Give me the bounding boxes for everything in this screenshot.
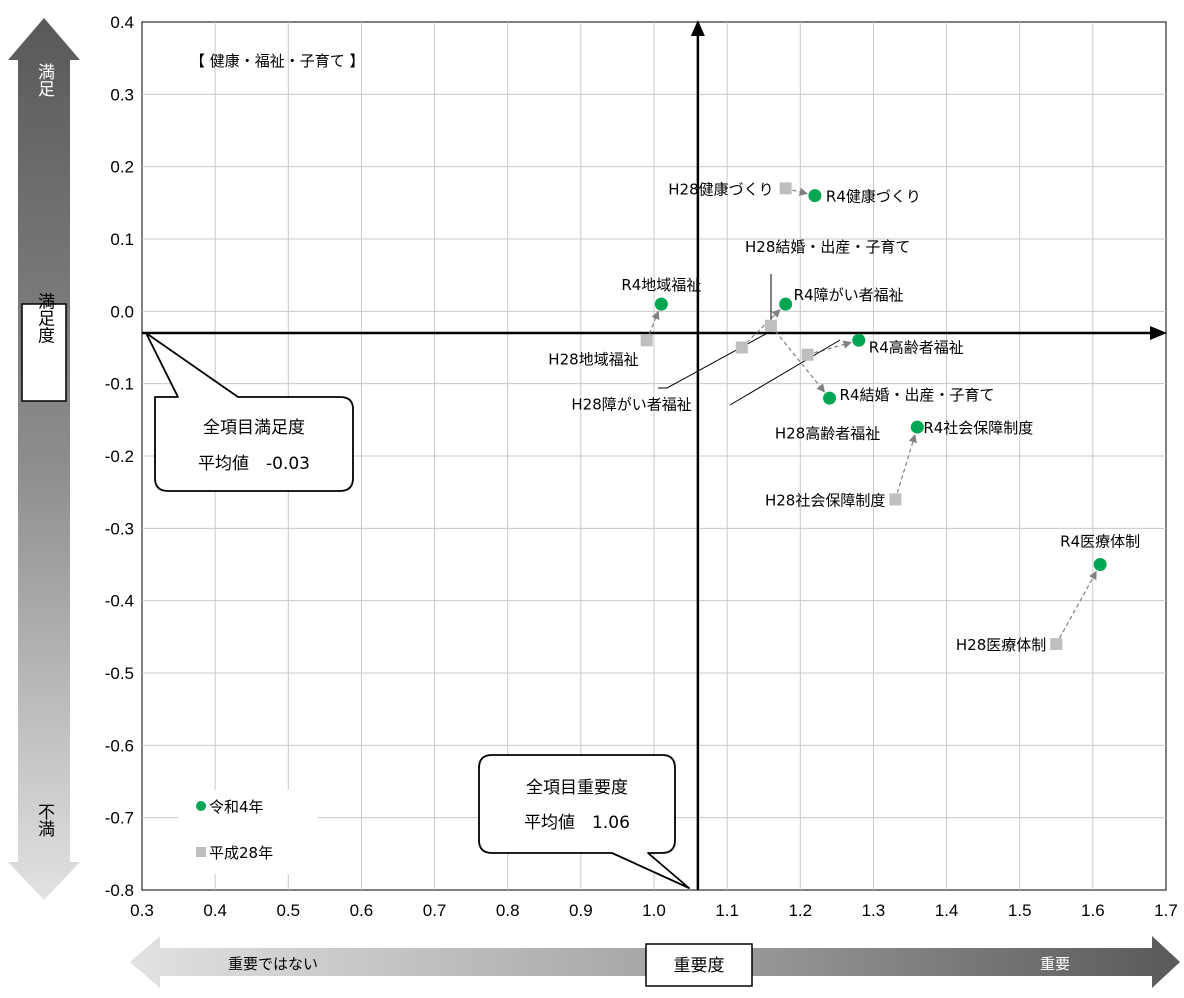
x-tick-label: 0.4 bbox=[203, 901, 227, 920]
r4-point-label: R4障がい者福祉 bbox=[794, 286, 904, 304]
y-tick-label: -0.5 bbox=[105, 664, 134, 683]
plot-area: 0.3 0.4 0.5 0.6 0.7 0.8 0.9 1.0 1.1 1.2 1.3 1.4 1.5 1… bbox=[105, 13, 1178, 920]
x-left-text: 重要ではない bbox=[228, 955, 318, 973]
x-tick-label: 0.8 bbox=[496, 901, 520, 920]
x-tick-label: 1.1 bbox=[715, 901, 739, 920]
r4-point-marker bbox=[1093, 558, 1107, 571]
h28-point-marker bbox=[801, 348, 814, 361]
x-tick-label: 1.5 bbox=[1008, 901, 1032, 920]
x-tick-label: 1.4 bbox=[935, 901, 959, 920]
importance-average-value: 平均値 1.06 bbox=[524, 813, 630, 833]
importance-axis-arrowhead bbox=[690, 20, 705, 36]
x-right-text: 重要 bbox=[1040, 955, 1070, 973]
y-tick-label: -0.7 bbox=[105, 809, 134, 828]
y-tick-label: 0.2 bbox=[110, 158, 134, 177]
x-tick-label: 0.5 bbox=[276, 901, 300, 920]
h28-point-marker bbox=[765, 319, 778, 332]
h28-point-marker bbox=[735, 341, 748, 354]
y-tick-label: -0.8 bbox=[105, 881, 134, 900]
x-tick-label: 1.2 bbox=[788, 901, 812, 920]
h28-point-label: H28地域福祉 bbox=[548, 350, 638, 368]
y-tick-label: -0.4 bbox=[105, 592, 134, 611]
satisfaction-axis-arrowhead bbox=[1150, 326, 1167, 341]
r4-point-marker bbox=[910, 420, 924, 434]
x-tick-label: 1.3 bbox=[862, 901, 886, 920]
y-tick-label: -0.3 bbox=[105, 519, 134, 538]
y-direction-arrow bbox=[8, 18, 80, 900]
r4-point-label: R4高齢者福祉 bbox=[869, 338, 964, 356]
y-tick-label: -0.2 bbox=[105, 447, 134, 466]
y-tick-label: 0.3 bbox=[110, 85, 134, 104]
y-axis-label-box bbox=[21, 303, 67, 402]
importance-average-title: 全項目重要度 bbox=[526, 778, 628, 798]
x-tick-label: 1.6 bbox=[1081, 901, 1105, 920]
r4-point-label: R4社会保障制度 bbox=[923, 419, 1033, 437]
legend-marker-h28 bbox=[196, 847, 206, 857]
y-bottom-text: 不満 bbox=[34, 803, 55, 838]
importance-average-callout bbox=[478, 754, 690, 889]
change-arrow bbox=[774, 330, 826, 393]
h28-point-label: H28障がい者福祉 bbox=[571, 396, 691, 414]
r4-point-label: R4地域福祉 bbox=[621, 276, 701, 294]
change-arrow bbox=[814, 340, 852, 354]
legend-label-h28: 平成28年 bbox=[209, 844, 273, 862]
y-tick-label: 0.4 bbox=[110, 13, 134, 32]
h28-point-marker bbox=[640, 334, 653, 347]
satisfaction-average-value: 平均値 -0.03 bbox=[198, 454, 310, 474]
legend-marker-r4 bbox=[196, 801, 206, 811]
y-tick-label: 0.1 bbox=[110, 230, 134, 249]
x-axis-label-box bbox=[645, 943, 753, 987]
y-tick-label: 0.0 bbox=[110, 302, 134, 321]
y-top-text: 満足 bbox=[34, 63, 55, 97]
h28-point-marker bbox=[1050, 638, 1063, 651]
r4-point-marker bbox=[779, 297, 793, 311]
y-tick-label: -0.6 bbox=[105, 736, 134, 755]
r4-point-label: R4結婚・出産・子育て bbox=[840, 386, 995, 404]
change-arrow bbox=[792, 187, 808, 196]
x-tick-label: 1.7 bbox=[1154, 901, 1178, 920]
change-arrow bbox=[746, 309, 781, 344]
r4-point-marker bbox=[852, 333, 866, 347]
satisfaction-average-callout bbox=[145, 332, 354, 492]
h28-point-label: H28医療体制 bbox=[956, 636, 1046, 654]
satisfaction-average-title: 全項目満足度 bbox=[203, 418, 305, 438]
chart-title: 【 健康・福祉・子育て 】 bbox=[190, 52, 365, 70]
x-axis-label: 重要度 bbox=[674, 956, 725, 976]
r4-point-marker bbox=[808, 189, 822, 203]
h28-point-marker bbox=[779, 182, 792, 195]
r4-point-label: R4医療体制 bbox=[1060, 533, 1140, 551]
x-tick-label: 0.7 bbox=[423, 901, 447, 920]
r4-point-marker bbox=[654, 297, 668, 311]
h28-point-marker bbox=[889, 493, 902, 506]
x-tick-label: 0.6 bbox=[350, 901, 374, 920]
r4-point-marker bbox=[823, 391, 837, 405]
y-tick-label: -0.1 bbox=[105, 375, 134, 394]
label-leader-line bbox=[729, 339, 841, 406]
legend-label-r4: 令和4年 bbox=[209, 798, 264, 816]
change-arrow bbox=[896, 433, 917, 493]
x-tick-label: 1.0 bbox=[642, 901, 666, 920]
h28-point-label: H28社会保障制度 bbox=[765, 491, 885, 509]
r4-point-label: R4健康づくり bbox=[826, 188, 921, 206]
h28-point-label: H28結婚・出産・子育て bbox=[745, 238, 910, 256]
x-tick-label: 0.3 bbox=[130, 901, 154, 920]
h28-point-label: H28健康づくり bbox=[668, 180, 773, 198]
h28-point-label: H28高齢者福祉 bbox=[775, 425, 880, 443]
x-tick-label: 0.9 bbox=[569, 901, 593, 920]
y-axis-label: 満足度 bbox=[34, 292, 55, 343]
change-arrow bbox=[1059, 570, 1097, 639]
